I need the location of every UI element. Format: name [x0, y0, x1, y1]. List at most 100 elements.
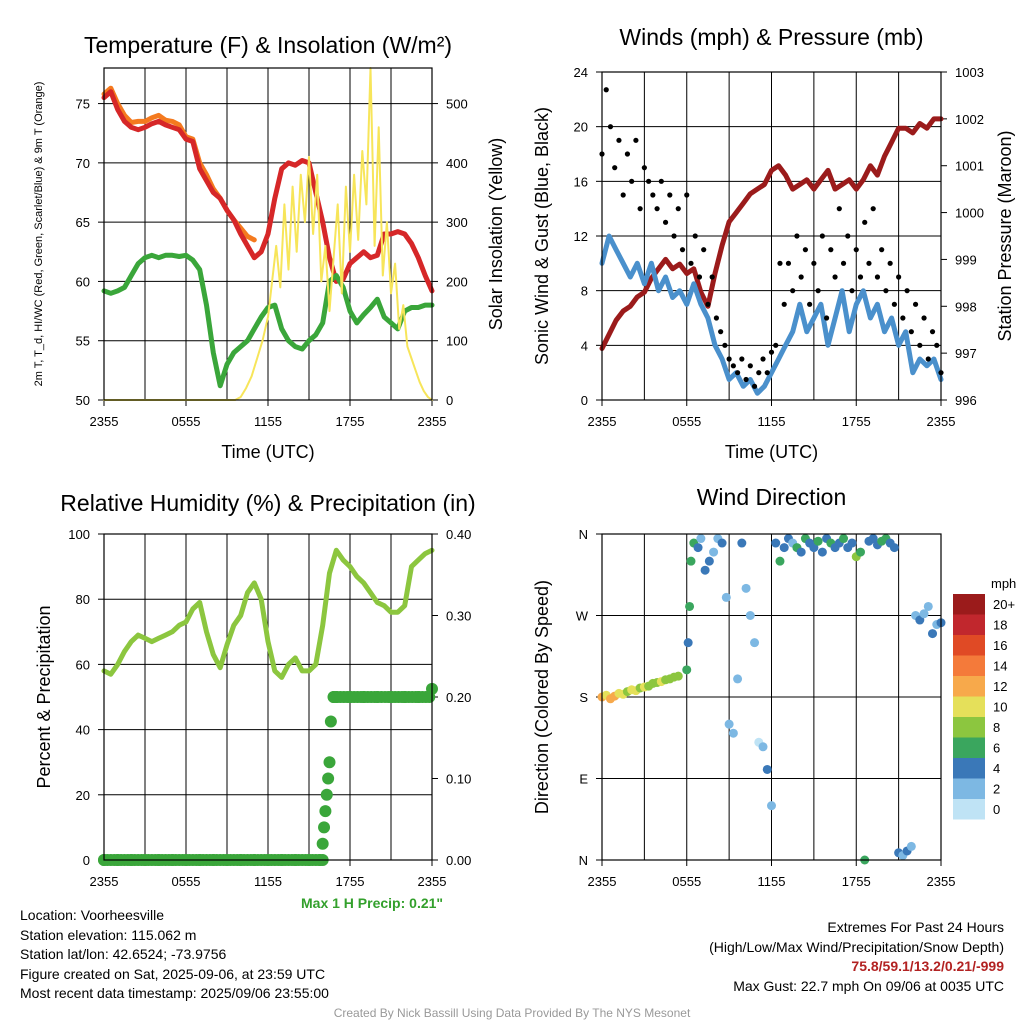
- legend-label: 14: [993, 659, 1007, 674]
- legend-label: 4: [993, 761, 1000, 776]
- gust-point: [701, 247, 707, 253]
- gust-point: [671, 233, 677, 239]
- x-tick-label: 1155: [758, 874, 786, 889]
- y-tick-label-left: 60: [76, 274, 90, 289]
- max-precip-label: Max 1 H Precip: 0.21": [301, 895, 444, 911]
- chart-title: Wind Direction: [697, 484, 847, 510]
- x-tick-label: 2355: [927, 414, 956, 429]
- gust-point: [857, 274, 864, 280]
- y-tick-label-left: 80: [76, 592, 90, 607]
- chart-temp: 2355 0555 1155 1755 235550556065707501002003…: [33, 32, 506, 462]
- legend-label: 0: [993, 802, 1000, 817]
- gust-point: [726, 356, 732, 362]
- gust-point: [900, 315, 906, 321]
- credit-text: Created By Nick Bassill Using Data Provi…: [333, 1006, 691, 1020]
- legend-swatch: [953, 799, 985, 820]
- legend-swatch: [953, 737, 985, 758]
- legend-title: mph: [991, 576, 1016, 591]
- direction-point: [700, 565, 710, 575]
- x-tick-label: 2355: [90, 874, 119, 889]
- y-tick-label-left: 8: [581, 284, 588, 299]
- direction-point: [721, 592, 731, 602]
- x-tick-label: 0555: [172, 414, 201, 429]
- x-tick-label: 0555: [672, 414, 701, 429]
- direction-point: [673, 671, 683, 681]
- direction-point: [717, 538, 727, 548]
- y-tick-label-right: 0.40: [446, 527, 471, 542]
- direction-point: [737, 538, 747, 548]
- gust-point: [802, 247, 809, 253]
- precip-point: [320, 788, 333, 801]
- gust-point: [790, 288, 796, 294]
- y-tick-label-left: W: [576, 609, 589, 624]
- direction-point: [704, 556, 714, 566]
- y-tick-label-right: 100: [446, 334, 468, 349]
- gust-point: [845, 233, 851, 239]
- gust-point: [798, 274, 804, 280]
- legend-label: 10: [993, 700, 1007, 715]
- legend-swatch: [953, 778, 985, 799]
- gust-point: [908, 329, 914, 335]
- y-tick-label-left: N: [579, 527, 588, 542]
- gust-point: [756, 370, 762, 376]
- gust-point: [709, 274, 715, 280]
- gust-point: [819, 233, 825, 239]
- legend-swatch: [953, 594, 985, 615]
- y-tick-label-right: 0.30: [446, 609, 471, 624]
- y-tick-label-right: 200: [446, 274, 468, 289]
- y-tick-label-right: 300: [446, 215, 468, 230]
- legend-label: 8: [993, 720, 1000, 735]
- direction-point: [813, 536, 823, 546]
- direction-point: [868, 534, 878, 544]
- x-tick-label: 0555: [672, 874, 701, 889]
- gust-point: [735, 370, 741, 376]
- direction-point: [693, 543, 703, 553]
- gust-point: [607, 124, 614, 130]
- x-tick-label: 2355: [418, 414, 447, 429]
- legend-swatch: [953, 635, 985, 656]
- y-tick-label-left: 40: [76, 723, 90, 738]
- gust-point: [688, 260, 694, 266]
- gust-point: [917, 342, 923, 348]
- location-text: Location: Voorheesville: [20, 907, 164, 923]
- gust-point: [620, 192, 626, 198]
- gust-point: [658, 178, 664, 184]
- direction-point: [906, 841, 916, 851]
- direction-point: [696, 534, 706, 544]
- legend-label: 12: [993, 679, 1007, 694]
- gust-point: [751, 383, 758, 389]
- series-line: [101, 547, 435, 680]
- precip-point: [319, 805, 332, 818]
- gust-point: [684, 192, 690, 198]
- y-axis-label-right: Solar Insolation (Yellow): [486, 138, 506, 330]
- y-axis-label-right: Station Pressure (Maroon): [995, 130, 1015, 341]
- legend-swatch: [953, 696, 985, 717]
- gust-point: [840, 260, 847, 266]
- gust-point: [862, 219, 868, 225]
- gust-point: [904, 288, 910, 294]
- x-axis-label: Time (UTC): [725, 442, 818, 462]
- series-line: [101, 89, 435, 294]
- y-tick-label-left: 16: [574, 174, 588, 189]
- plot-border: [601, 71, 942, 401]
- gust-point: [768, 349, 775, 355]
- y-tick-label-right: 1002: [955, 112, 984, 127]
- gust-point: [679, 247, 686, 253]
- gust-point: [730, 363, 736, 369]
- gust-point: [722, 342, 728, 348]
- gust-point: [777, 260, 783, 266]
- y-tick-label-right: 1001: [955, 159, 984, 174]
- y-tick-label-left: 20: [574, 120, 588, 135]
- y-tick-label-left: 65: [76, 215, 90, 230]
- legend-swatch: [953, 614, 985, 635]
- chart-title: Winds (mph) & Pressure (mb): [619, 24, 923, 50]
- gust-point: [747, 363, 753, 369]
- legend-label: 2: [993, 782, 1000, 797]
- gust-point: [891, 301, 897, 307]
- direction-point: [709, 547, 719, 557]
- direction-point: [767, 801, 776, 811]
- gust-point: [654, 206, 660, 212]
- direction-point: [775, 556, 785, 566]
- series-line: [599, 116, 944, 351]
- x-tick-label: 2355: [588, 874, 617, 889]
